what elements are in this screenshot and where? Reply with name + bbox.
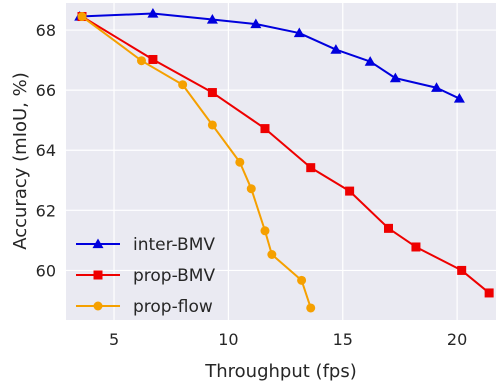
legend-item: prop-flow	[76, 297, 213, 317]
y-axis-label: Accuracy (mIoU, %)	[10, 72, 31, 250]
data-point	[345, 186, 355, 196]
data-point	[267, 249, 277, 259]
series-line	[79, 12, 460, 100]
y-tick-label: 68	[36, 21, 56, 40]
y-tick-label: 64	[36, 141, 56, 160]
data-point	[250, 18, 262, 29]
legend-marker	[93, 301, 103, 311]
series-line	[81, 15, 312, 309]
legend-label: prop-BMV	[133, 266, 215, 286]
y-tick-label: 60	[36, 261, 56, 280]
data-point	[77, 12, 87, 22]
data-point	[148, 54, 158, 64]
series-line	[81, 15, 490, 294]
data-point	[246, 184, 256, 194]
data-point	[206, 14, 218, 24]
plot-area	[66, 3, 496, 320]
series-lines	[74, 8, 494, 313]
data-point	[306, 163, 316, 173]
legend: inter-BMV prop-BMV prop-flow	[76, 235, 215, 317]
data-point	[330, 44, 342, 54]
x-tick-label: 20	[447, 330, 467, 349]
data-point	[235, 157, 245, 167]
x-tick-labels: 5 10 15 20	[109, 330, 467, 349]
x-axis-label: Throughput (fps)	[204, 361, 356, 382]
legend-label: inter-BMV	[133, 235, 215, 255]
data-point	[306, 303, 316, 313]
y-tick-labels: 60 62 64 66 68	[36, 21, 56, 280]
legend-item: prop-BMV	[76, 266, 215, 286]
data-point	[389, 72, 401, 83]
data-point	[297, 275, 307, 285]
data-point	[364, 56, 376, 66]
legend-marker	[93, 270, 103, 280]
data-point	[178, 80, 188, 90]
data-point	[431, 82, 443, 92]
data-point	[453, 93, 465, 103]
legend-item: inter-BMV	[76, 235, 215, 255]
data-point	[384, 223, 393, 233]
legend-marker	[92, 238, 104, 249]
x-tick-label: 15	[333, 330, 353, 349]
data-point	[484, 288, 494, 298]
y-tick-label: 66	[36, 81, 56, 100]
data-point	[260, 124, 270, 134]
data-point	[457, 265, 467, 275]
data-point	[207, 120, 217, 130]
y-tick-label: 62	[36, 201, 56, 220]
data-point	[147, 8, 159, 18]
data-point	[293, 27, 305, 38]
x-tick-label: 10	[218, 330, 238, 349]
series-prop-flow	[77, 12, 316, 313]
data-point	[411, 242, 421, 252]
x-tick-label: 5	[109, 330, 119, 349]
data-point	[207, 88, 217, 98]
legend-label: prop-flow	[133, 297, 213, 317]
data-point	[136, 56, 146, 66]
data-point	[260, 226, 270, 236]
